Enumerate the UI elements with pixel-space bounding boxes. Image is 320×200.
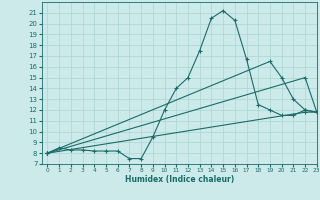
X-axis label: Humidex (Indice chaleur): Humidex (Indice chaleur)	[124, 175, 234, 184]
